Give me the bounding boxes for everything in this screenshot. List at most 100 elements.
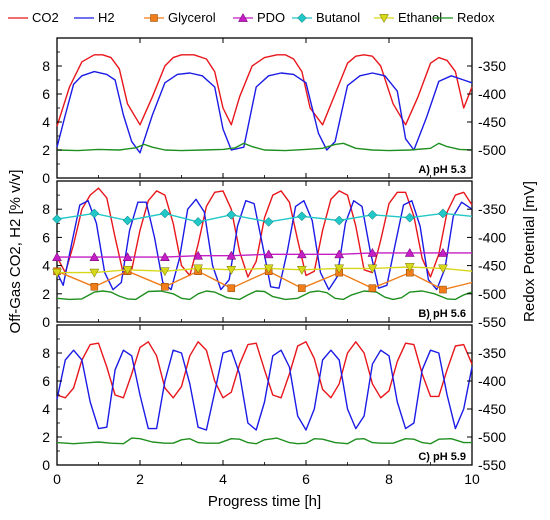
panel-2-point-butanol (89, 208, 100, 219)
panel-3-series-co2 (56, 341, 473, 399)
panel-2-point-glycerol (298, 284, 306, 292)
panel-2-point-pdo (193, 250, 204, 260)
panel-1-series-h2 (56, 70, 473, 154)
panel-2-point-ethanol (438, 264, 448, 274)
panel-2-point-ethanol (367, 264, 378, 274)
panel-2-point-glycerol (227, 284, 236, 292)
panel-2-point-butanol (296, 211, 307, 222)
panel-3-left-tick-label: 6 (42, 373, 50, 389)
panel-2-point-butanol (367, 209, 378, 220)
panel-2-point-ethanol (263, 264, 274, 274)
panel-2-right-tick-label: -400 (478, 229, 506, 245)
panel-2-point-pdo (404, 247, 415, 257)
panel-3-right-tick-label: -550 (478, 457, 506, 473)
panel-2-point-butanol (122, 215, 133, 226)
y-axis-title-right: Redox Potential [mV] (521, 181, 538, 322)
x-tick-label: 0 (53, 471, 61, 487)
panel-2-point-ethanol (193, 264, 204, 274)
legend-marker-butanol (297, 13, 307, 23)
panel-3-series-redox (56, 437, 472, 445)
panel-3-label: C) pH 5.9 (418, 451, 466, 463)
panel-2-left-tick-label: 6 (42, 229, 50, 245)
panel-2-point-ethanol (296, 265, 307, 275)
panel-1-right-tick-label: -450 (478, 114, 506, 130)
panel-2-point-ethanol (89, 268, 100, 278)
panel-2-point-ethanol (122, 265, 133, 275)
panel-2-point-ethanol (334, 264, 345, 274)
panel-2-left-tick-label: 8 (42, 201, 50, 217)
panel-1-series-co2 (56, 54, 473, 127)
y-axis-title-left: Off-Gas CO2, H2 [% v/v] (7, 170, 24, 334)
legend-label-glycerol: Glycerol (168, 10, 216, 25)
panel-2-point-pdo (52, 252, 62, 261)
panel-3-left-tick-label: 2 (42, 429, 50, 445)
legend-label-redox: Redox (457, 10, 495, 25)
panel-2-right-tick-label: -450 (478, 258, 506, 274)
panel-2-left-tick-label: 0 (42, 314, 50, 330)
x-tick-label: 4 (219, 471, 227, 487)
panel-2-point-pdo (438, 247, 448, 257)
panel-1-left-tick-label: 2 (42, 142, 50, 158)
panel-2-point-ethanol (226, 265, 237, 275)
panel-2-point-glycerol (368, 284, 377, 292)
panel-3-right-tick-label: -400 (478, 373, 506, 389)
panel-2-left-tick-label: 4 (42, 258, 50, 274)
panel-2-point-pdo (226, 250, 237, 260)
panel-2-point-pdo (89, 252, 100, 261)
panel-2-point-ethanol (404, 263, 415, 273)
legend-marker-glycerol (150, 14, 158, 22)
panel-2-left-tick-label: 2 (42, 286, 50, 302)
panel-3-left-tick-label: 8 (42, 345, 50, 361)
panel-1-right-tick-label: -350 (478, 58, 506, 74)
legend-label-co2: CO2 (32, 10, 59, 25)
panel-2-point-glycerol (439, 285, 447, 294)
legend-marker-pdo (238, 12, 248, 22)
panel-3-right-tick-label: -500 (478, 429, 506, 445)
panel-2-point-butanol (263, 217, 274, 227)
panel-2-point-pdo (367, 247, 378, 257)
panel-2-point-pdo (296, 249, 307, 259)
x-tick-label: 8 (385, 471, 393, 487)
panel-1-label: A) pH 5.3 (418, 164, 466, 176)
panel-2-point-ethanol (52, 268, 62, 278)
panel-2-series-redox (56, 290, 473, 301)
panel-3-right-tick-label: -350 (478, 345, 506, 361)
legend-label-h2: H2 (98, 10, 115, 25)
panel-2-point-butanol (52, 214, 62, 224)
panel-1-frame (56, 37, 473, 179)
panel-2-right-tick-label: -350 (478, 201, 506, 217)
legend-marker-ethanol (379, 14, 389, 24)
x-tick-label: 10 (464, 471, 480, 487)
x-tick-label: 2 (136, 471, 144, 487)
panel-2-point-butanol (226, 209, 237, 220)
panel-2-point-butanol (160, 208, 170, 219)
legend-label-ethanol: Ethanol (398, 10, 442, 25)
panel-2-point-butanol (193, 217, 203, 227)
panel-3-left-tick-label: 0 (42, 457, 50, 473)
legend-label-pdo: PDO (257, 10, 285, 25)
panel-2-point-pdo (263, 249, 274, 259)
panel-2-point-pdo (159, 252, 170, 261)
panel-1-left-tick-label: 0 (42, 170, 50, 186)
panel-2-point-pdo (334, 249, 345, 259)
panel-3-right-tick-label: -450 (478, 401, 506, 417)
panel-2-point-butanol (438, 208, 448, 219)
panel-1-right-tick-label: -400 (478, 86, 506, 102)
panel-3-series-h2 (56, 349, 473, 431)
panel-1-left-tick-label: 4 (42, 114, 50, 130)
panel-3-left-tick-label: 4 (42, 401, 50, 417)
panel-2-right-tick-label: -500 (478, 286, 506, 302)
panel-2-point-ethanol (159, 267, 170, 277)
panel-1-right-tick-label: -500 (478, 142, 506, 158)
panel-2-point-glycerol (90, 283, 99, 291)
panel-2-point-butanol (334, 215, 345, 226)
panel-2-label: B) pH 5.6 (418, 308, 466, 320)
panel-1-series-redox (56, 142, 473, 152)
panel-2-right-tick-label: -550 (478, 314, 506, 330)
panel-1-left-tick-label: 6 (42, 86, 50, 102)
panel-2-point-butanol (404, 212, 415, 223)
panel-2-series-h2 (56, 198, 473, 291)
x-tick-label: 6 (302, 471, 310, 487)
